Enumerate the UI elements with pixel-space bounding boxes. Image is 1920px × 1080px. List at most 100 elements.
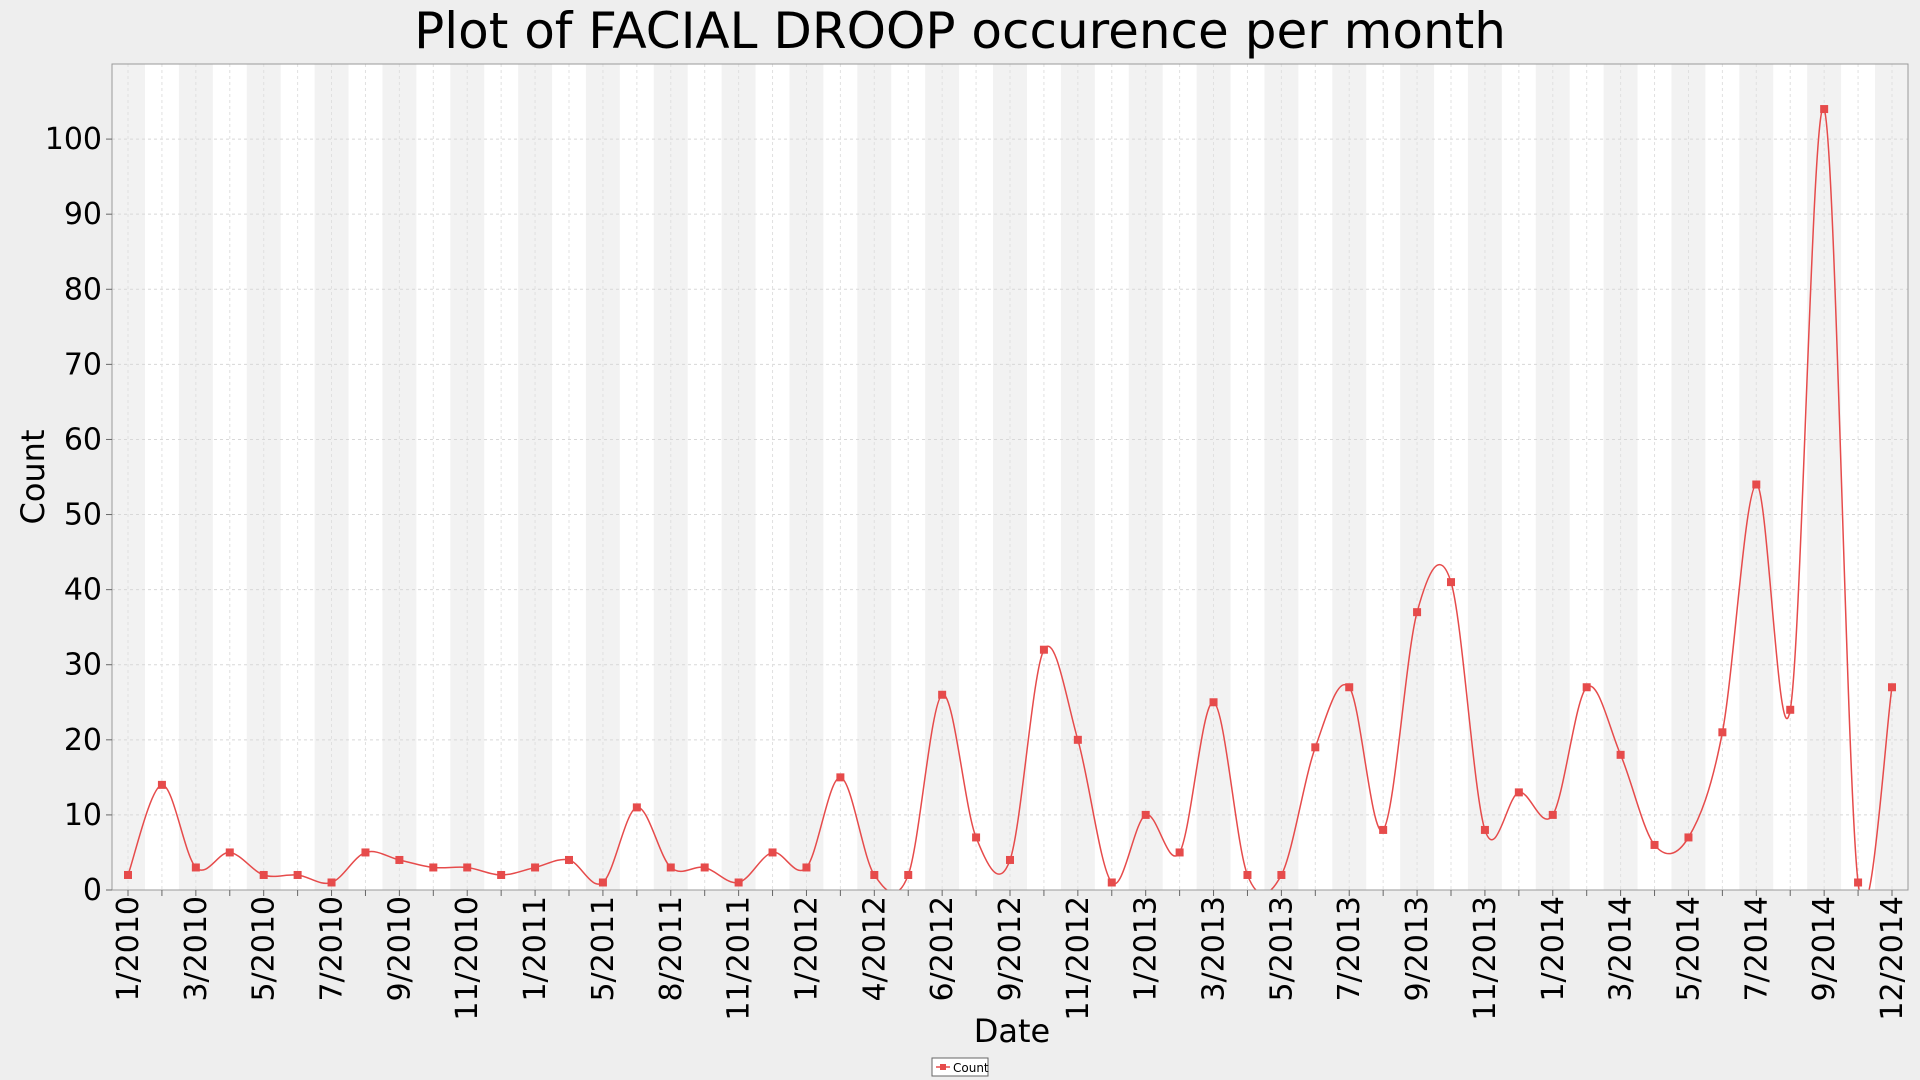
x-tick-label: 12/2014 xyxy=(1875,896,1910,1021)
month-band xyxy=(857,64,892,890)
data-point-marker xyxy=(1345,683,1354,692)
y-tick-label: 90 xyxy=(64,197,102,232)
data-point-marker xyxy=(1243,870,1252,879)
month-band xyxy=(721,64,756,890)
data-point-marker xyxy=(497,870,506,879)
x-tick-label: 3/2010 xyxy=(179,896,214,1002)
data-point-marker xyxy=(1548,810,1557,819)
x-tick-label: 11/2013 xyxy=(1468,896,1503,1021)
month-band xyxy=(1196,64,1231,890)
data-point-marker xyxy=(802,863,811,872)
plot-area xyxy=(111,63,1909,891)
legend-box xyxy=(931,1057,989,1077)
month-band xyxy=(246,64,281,890)
y-tick-label: 30 xyxy=(64,648,102,683)
data-point-marker xyxy=(972,833,981,842)
chart-title: Plot of FACIAL DROOP occurence per month xyxy=(414,2,1506,60)
x-axis-label: Date xyxy=(974,1012,1050,1050)
data-point-marker xyxy=(124,870,132,879)
x-tick-label: 1/2012 xyxy=(789,896,824,1002)
data-point-marker xyxy=(1514,788,1523,797)
data-point-marker xyxy=(1277,870,1286,879)
month-band xyxy=(314,64,349,890)
data-point-marker xyxy=(1888,683,1896,692)
y-tick-label: 20 xyxy=(64,723,102,758)
data-point-marker xyxy=(870,870,879,879)
month-band xyxy=(1128,64,1163,890)
data-point-marker xyxy=(293,870,302,879)
y-tick-label: 0 xyxy=(83,873,102,908)
data-point-marker xyxy=(1006,855,1014,864)
data-point-marker xyxy=(1379,825,1388,834)
month-band xyxy=(1739,64,1774,890)
month-band xyxy=(1332,64,1367,890)
x-tick-label: 9/2012 xyxy=(993,896,1028,1002)
data-point-marker xyxy=(700,863,709,872)
data-point-marker xyxy=(191,863,200,872)
month-band xyxy=(382,64,417,890)
y-tick-label: 70 xyxy=(64,347,102,382)
x-tick-label: 9/2013 xyxy=(1400,896,1435,1002)
data-point-marker xyxy=(1616,750,1625,759)
x-tick-label: 4/2012 xyxy=(857,896,892,1002)
data-point-marker xyxy=(1413,608,1422,617)
data-point-marker xyxy=(632,803,641,812)
y-tick-label: 10 xyxy=(64,798,102,833)
legend-marker xyxy=(940,1064,946,1070)
x-tick-label: 3/2013 xyxy=(1197,896,1232,1002)
data-point-marker xyxy=(531,863,540,872)
x-tick-label: 1/2011 xyxy=(518,896,553,1002)
x-tick-label: 5/2010 xyxy=(247,896,282,1002)
data-point-marker xyxy=(225,848,234,857)
legend-label: Count xyxy=(953,1061,989,1075)
x-tick-label: 7/2014 xyxy=(1739,896,1774,1002)
month-band xyxy=(1807,64,1842,890)
month-band xyxy=(112,64,145,890)
x-tick-label: 5/2014 xyxy=(1671,896,1706,1002)
data-point-marker xyxy=(1073,735,1082,744)
x-tick-label: 8/2011 xyxy=(654,896,689,1002)
y-tick-label: 50 xyxy=(64,498,102,533)
data-point-marker xyxy=(361,848,370,857)
y-tick-label: 80 xyxy=(64,272,102,307)
x-tick-label: 5/2013 xyxy=(1264,896,1299,1002)
series-count xyxy=(124,105,1896,890)
data-point-marker xyxy=(463,863,472,872)
data-point-marker xyxy=(1480,825,1489,834)
x-tick-label: 3/2014 xyxy=(1604,896,1639,1002)
month-band xyxy=(518,64,553,890)
month-band xyxy=(925,64,960,890)
data-point-marker xyxy=(1311,743,1320,752)
month-band xyxy=(178,64,213,890)
x-tick-label: 7/2010 xyxy=(315,896,350,1002)
data-point-marker xyxy=(395,855,404,864)
month-band xyxy=(1264,64,1299,890)
month-band xyxy=(993,64,1027,890)
x-tick-label: 9/2014 xyxy=(1807,896,1842,1002)
month-band xyxy=(450,64,485,890)
data-point-marker xyxy=(1141,810,1150,819)
y-tick-label: 40 xyxy=(64,573,102,608)
x-tick-label: 1/2014 xyxy=(1536,896,1571,1002)
x-tick-label: 1/2010 xyxy=(111,896,146,1002)
data-point-marker xyxy=(259,870,268,879)
x-tick-label: 1/2013 xyxy=(1129,896,1164,1002)
y-axis-label: Count xyxy=(14,429,52,524)
month-band xyxy=(1400,64,1435,890)
data-point-marker xyxy=(938,690,947,699)
data-point-marker xyxy=(1582,683,1591,692)
month-band xyxy=(1671,64,1706,890)
data-point-marker xyxy=(1107,878,1116,887)
alternating-bands xyxy=(112,64,1908,890)
data-point-marker xyxy=(429,863,438,872)
month-band xyxy=(585,64,620,890)
data-point-marker xyxy=(598,878,607,887)
x-tick-label: 11/2012 xyxy=(1061,896,1096,1021)
data-point-marker xyxy=(1447,578,1455,587)
data-point-marker xyxy=(734,878,743,887)
data-point-marker xyxy=(1718,728,1727,737)
data-point-marker xyxy=(768,848,777,857)
data-point-marker xyxy=(1039,645,1048,654)
y-tick-label: 100 xyxy=(45,122,102,157)
